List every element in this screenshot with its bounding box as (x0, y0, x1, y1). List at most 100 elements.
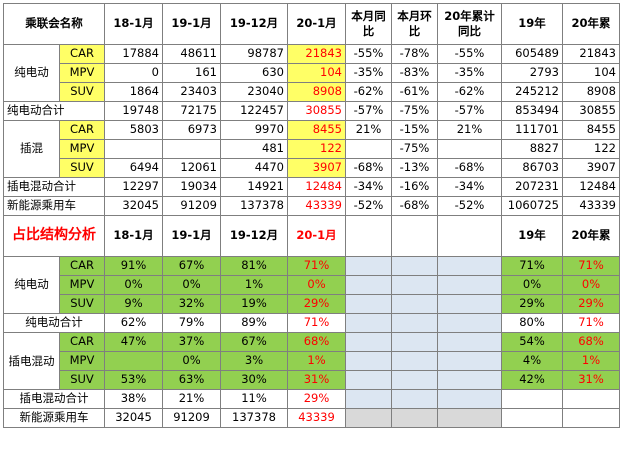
cell: -16% (391, 177, 438, 197)
cell: 2793 (501, 63, 563, 83)
cell (501, 408, 563, 428)
cell (162, 139, 221, 159)
cell: 9% (104, 294, 163, 314)
table-row: MPV 481 122 -75% 8827 122 (4, 139, 620, 159)
cell: 5803 (104, 120, 163, 140)
cell: 6973 (162, 120, 221, 140)
empty-cell (437, 256, 502, 276)
row-label: 插电混动合计 (3, 177, 105, 197)
sub-label: SUV (59, 158, 105, 178)
cell (562, 408, 620, 428)
header-col: 20年累 (562, 215, 620, 257)
cell: 122 (287, 139, 346, 159)
cell: -13% (391, 158, 438, 178)
cell: 11% (220, 389, 288, 409)
row-label: 插电混动合计 (3, 389, 105, 409)
empty-cell (391, 294, 438, 314)
cell: 63% (162, 370, 221, 390)
cell: 245212 (501, 82, 563, 102)
header-col: 19-12月 (220, 215, 288, 257)
cell: 104 (287, 63, 346, 83)
header-col: 本月环比 (391, 3, 438, 45)
empty-cell (345, 294, 392, 314)
group-label: 纯电动 (3, 256, 60, 314)
cell: -68% (391, 196, 438, 216)
cell: 605489 (501, 44, 563, 64)
cell: 29% (501, 294, 563, 314)
cell: 31% (287, 370, 346, 390)
cell: -34% (437, 177, 502, 197)
group-label: 插电混动 (3, 332, 60, 390)
cell: 62% (104, 313, 163, 333)
cell: 67% (162, 256, 221, 276)
cell: 38% (104, 389, 163, 409)
empty-cell (391, 275, 438, 295)
header-col: 18-1月 (104, 3, 163, 45)
cell: 161 (162, 63, 221, 83)
table-row: SUV 9% 32% 19% 29% 29% 29% (4, 294, 620, 314)
cell: 68% (562, 332, 620, 352)
cell: 21843 (287, 44, 346, 64)
cell: 1% (287, 351, 346, 371)
empty-cell (391, 313, 438, 333)
cell: 8908 (562, 82, 620, 102)
cell: 91% (104, 256, 163, 276)
cell: 23040 (220, 82, 288, 102)
empty-cell (437, 215, 502, 257)
sub-label: CAR (59, 256, 105, 276)
table-row: 插混 CAR 5803 6973 9970 8455 21% -15% 21% … (3, 120, 620, 178)
header-col: 20-1月 (287, 215, 346, 257)
cell (562, 389, 620, 409)
cell: 21% (437, 120, 502, 140)
cell: 4% (501, 351, 563, 371)
cell: 71% (501, 256, 563, 276)
header-col: 20-1月 (287, 3, 346, 45)
table-row: SUV 6494 12061 4470 3907 -68% -13% -68% … (4, 158, 620, 178)
sub-label: CAR (59, 44, 105, 64)
row-label: 新能源乘用车 (3, 196, 105, 216)
sub-label: MPV (59, 275, 105, 295)
cell: 86703 (501, 158, 563, 178)
empty-cell (345, 313, 392, 333)
group-label: 插混 (3, 120, 60, 178)
cell: 23403 (162, 82, 221, 102)
cell: 630 (220, 63, 288, 83)
cell: 481 (220, 139, 288, 159)
table-row: 插电混动合计 12297 19034 14921 12484 -34% -16%… (3, 177, 620, 197)
cell: 19% (220, 294, 288, 314)
empty-cell (391, 408, 438, 428)
header-col: 19年 (501, 3, 563, 45)
cell: 43339 (562, 196, 620, 216)
empty-cell (391, 215, 438, 257)
header-col: 20年累计同比 (437, 3, 502, 45)
cell: 9970 (220, 120, 288, 140)
cell: 91209 (162, 408, 221, 428)
cell: 43339 (287, 196, 346, 216)
cell: -83% (391, 63, 438, 83)
cell: 79% (162, 313, 221, 333)
empty-cell (345, 256, 392, 276)
cell: 104 (562, 63, 620, 83)
cell (437, 139, 502, 159)
cell: 3907 (287, 158, 346, 178)
cell: -78% (391, 44, 438, 64)
cell: 21% (345, 120, 392, 140)
cell: 21843 (562, 44, 620, 64)
cell: 42% (501, 370, 563, 390)
cell: 122457 (220, 101, 288, 121)
cell: 14921 (220, 177, 288, 197)
empty-cell (437, 275, 502, 295)
header-col: 19-1月 (162, 3, 221, 45)
cell: 0% (562, 275, 620, 295)
cell: 8827 (501, 139, 563, 159)
cell: 71% (562, 256, 620, 276)
cell: 47% (104, 332, 163, 352)
cell: 30855 (562, 101, 620, 121)
empty-cell (437, 332, 502, 352)
cell: -62% (345, 82, 392, 102)
table-row: 插电混动 CAR 47% 37% 67% 68% 54% 68% (3, 332, 620, 390)
cell: 12297 (104, 177, 163, 197)
cell: 0% (162, 275, 221, 295)
cell: 1% (562, 351, 620, 371)
cell: -61% (391, 82, 438, 102)
